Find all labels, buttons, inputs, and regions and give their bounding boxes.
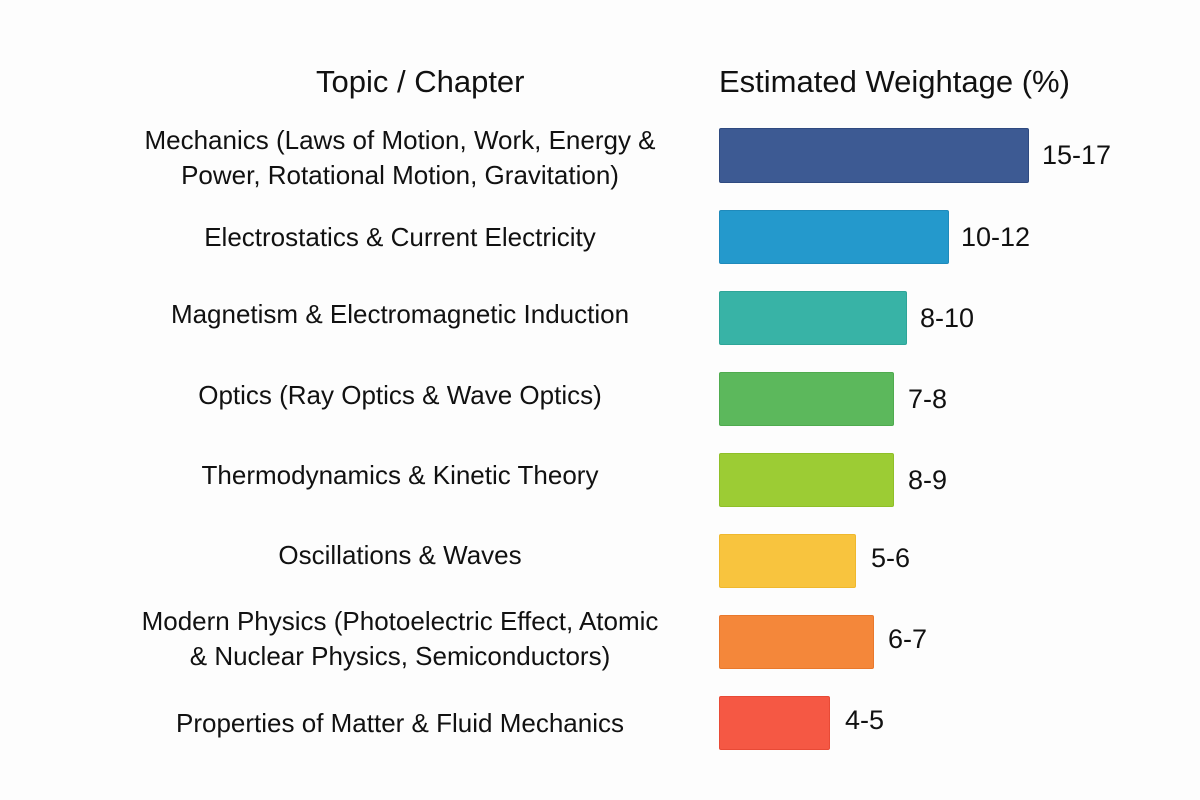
row-label-electrostatics: Electrostatics & Current Electricity bbox=[90, 220, 710, 255]
label-line: Modern Physics (Photoelectric Effect, At… bbox=[141, 606, 659, 636]
row-label-thermodynamics: Thermodynamics & Kinetic Theory bbox=[90, 458, 710, 493]
label-line: Thermodynamics & Kinetic Theory bbox=[201, 460, 599, 490]
label-line: Magnetism & Electromagnetic Induction bbox=[170, 299, 630, 329]
label-line: & Nuclear Physics, Semiconductors) bbox=[189, 641, 611, 671]
value-optics: 7-8 bbox=[908, 384, 948, 414]
value-oscillations: 5-6 bbox=[871, 543, 911, 573]
row-label-mechanics: Mechanics (Laws of Motion, Work, Energy … bbox=[90, 123, 710, 193]
value-properties-of-matter: 4-5 bbox=[845, 705, 885, 735]
value-magnetism: 8-10 bbox=[920, 303, 975, 333]
bar-magnetism bbox=[719, 291, 907, 345]
value-mechanics: 15-17 bbox=[1042, 140, 1112, 170]
label-line: Power, Rotational Motion, Gravitation) bbox=[181, 160, 619, 190]
label-line: Oscillations & Waves bbox=[278, 540, 522, 570]
bar-mechanics bbox=[719, 128, 1029, 183]
bar-oscillations bbox=[719, 534, 856, 588]
weightage-column-header: Estimated Weightage (%) bbox=[719, 64, 1070, 99]
topic-column-header: Topic / Chapter bbox=[316, 64, 525, 99]
bar-thermodynamics bbox=[719, 453, 894, 507]
row-label-modern-physics: Modern Physics (Photoelectric Effect, At… bbox=[90, 604, 710, 674]
bar-electrostatics bbox=[719, 210, 949, 264]
row-label-magnetism: Magnetism & Electromagnetic Induction bbox=[90, 297, 710, 332]
value-thermodynamics: 8-9 bbox=[908, 465, 948, 495]
value-modern-physics: 6-7 bbox=[888, 624, 928, 654]
bar-modern-physics bbox=[719, 615, 874, 669]
row-label-optics: Optics (Ray Optics & Wave Optics) bbox=[90, 378, 710, 413]
value-electrostatics: 10-12 bbox=[961, 222, 1031, 252]
row-label-properties-of-matter: Properties of Matter & Fluid Mechanics bbox=[90, 706, 710, 741]
label-line: Properties of Matter & Fluid Mechanics bbox=[176, 708, 624, 738]
label-line: Optics (Ray Optics & Wave Optics) bbox=[198, 380, 602, 410]
bar-properties-of-matter bbox=[719, 696, 830, 750]
bar-optics bbox=[719, 372, 894, 426]
label-line: Electrostatics & Current Electricity bbox=[204, 222, 596, 252]
label-line: Mechanics (Laws of Motion, Work, Energy … bbox=[144, 125, 656, 155]
row-label-oscillations: Oscillations & Waves bbox=[90, 538, 710, 573]
